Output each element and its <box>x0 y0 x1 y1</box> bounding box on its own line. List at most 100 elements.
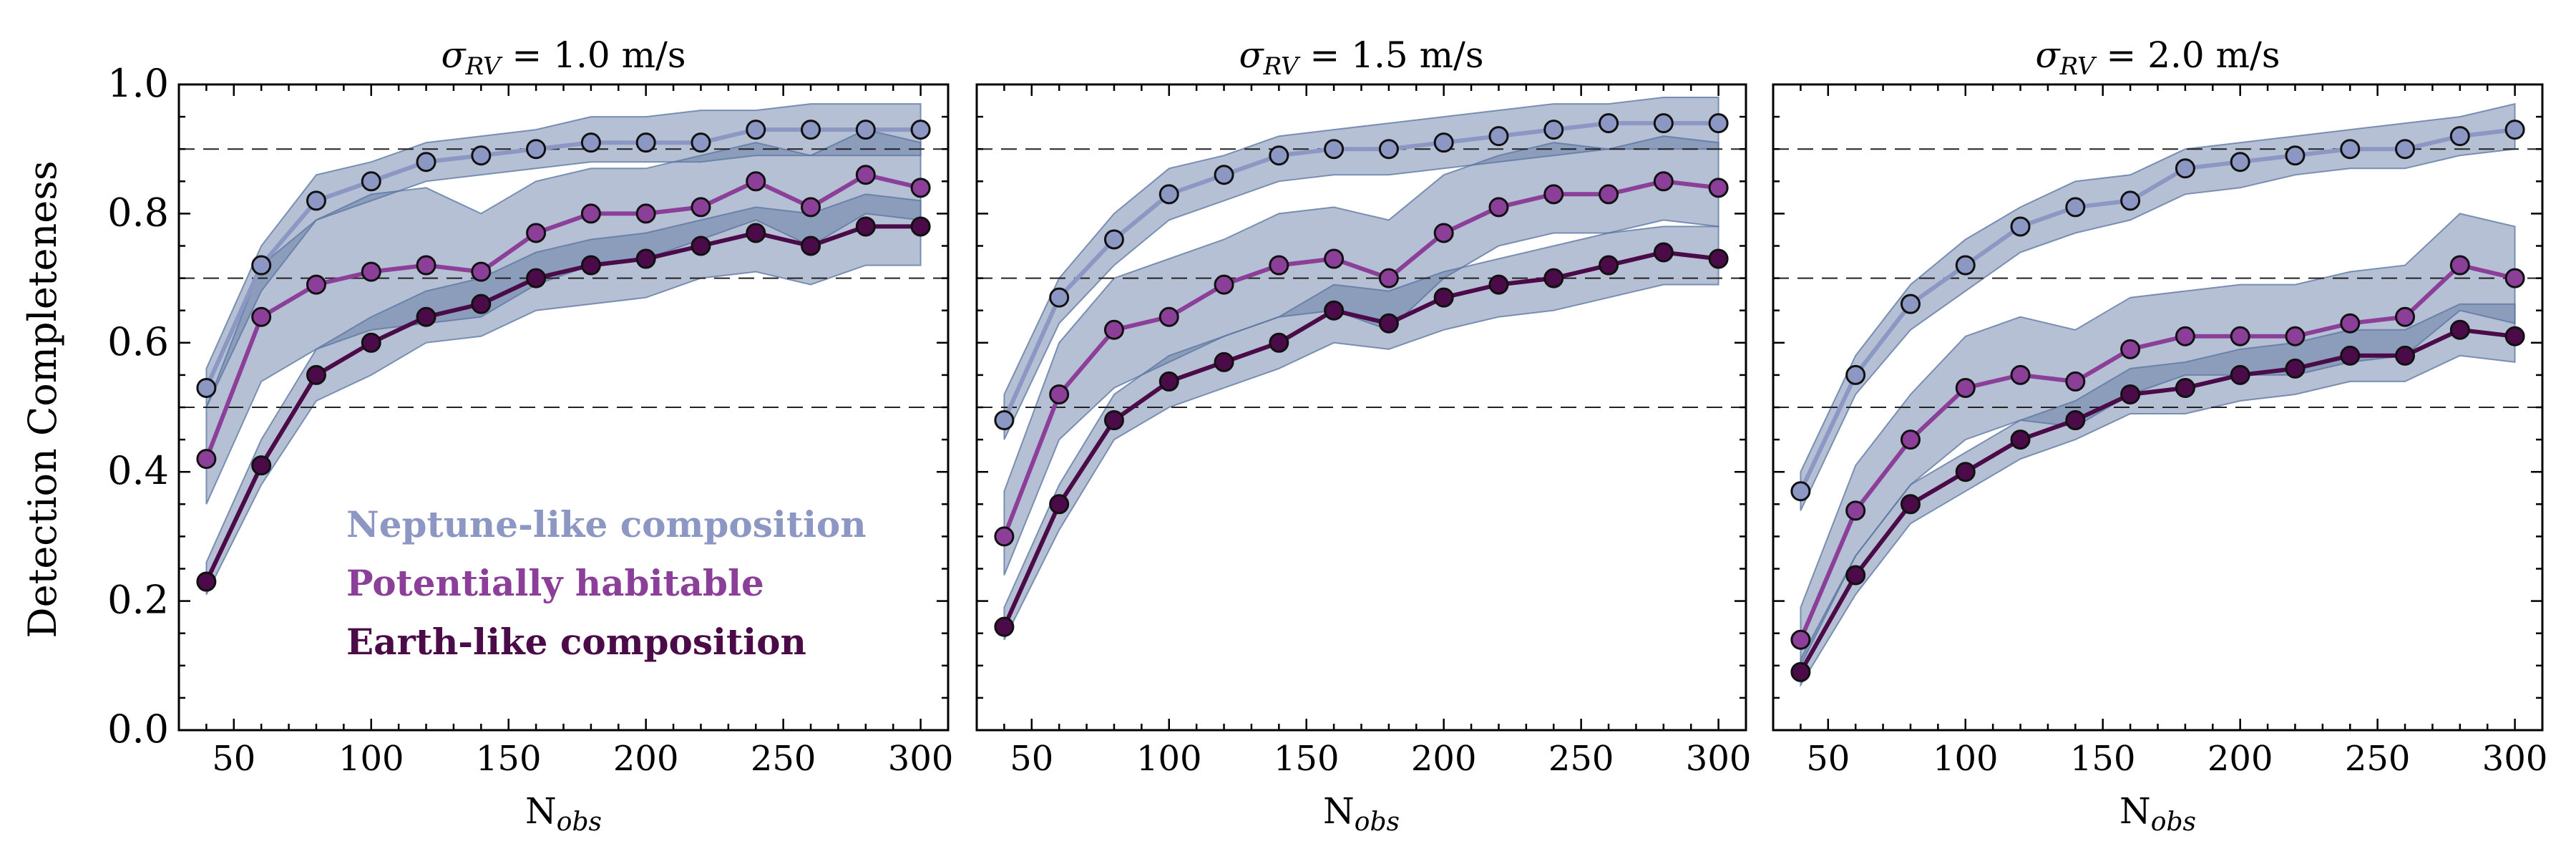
data-point-neptune-like-composition <box>635 132 656 153</box>
data-point-earth-like-composition <box>1599 255 1619 276</box>
legend: Neptune-like composition Potentially habi… <box>346 503 867 663</box>
x-tick-label: 300 <box>1686 739 1752 779</box>
data-point-earth-like-composition <box>994 616 1015 637</box>
data-point-earth-like-composition <box>1214 351 1234 372</box>
data-point-neptune-like-composition <box>2120 190 2141 211</box>
data-point-potentially-habitable <box>1488 197 1509 218</box>
data-point-neptune-like-composition <box>196 377 217 398</box>
data-point-neptune-like-composition <box>746 120 766 140</box>
data-point-neptune-like-composition <box>2065 197 2086 218</box>
title-value: = 1.5 m/s <box>1299 34 1484 76</box>
data-point-neptune-like-composition <box>1103 229 1124 250</box>
y-tick-label: 0.0 <box>107 707 169 752</box>
data-point-earth-like-composition <box>855 216 876 237</box>
x-tick-label: 50 <box>1806 739 1850 779</box>
data-point-potentially-habitable <box>1158 306 1179 327</box>
x-tick-label: 200 <box>1411 739 1477 779</box>
plot-area <box>179 103 948 596</box>
data-point-neptune-like-composition <box>1049 287 1070 308</box>
data-point-neptune-like-composition <box>2175 158 2195 179</box>
y-tick-label: 0.2 <box>107 578 169 623</box>
legend-entry-potentially-habitable: Potentially habitable <box>346 562 764 604</box>
x-tick-label: 250 <box>2345 739 2411 779</box>
data-point-earth-like-composition <box>580 255 601 276</box>
panel-1: 50 100 150 200 250 300 0.0 0.2 0.4 0.6 0.8 1.0 σRV =… <box>107 34 953 837</box>
y-tick-label: 1.0 <box>107 61 169 106</box>
confidence-band-earth-like-composition <box>1003 225 1719 641</box>
data-point-earth-like-composition <box>416 306 436 327</box>
title-subscript: RV <box>465 52 503 81</box>
x-tick-label: 300 <box>888 739 954 779</box>
data-point-potentially-habitable <box>1378 268 1399 288</box>
data-point-earth-like-composition <box>2285 358 2306 379</box>
data-point-earth-like-composition <box>1103 410 1124 431</box>
data-point-earth-like-composition <box>1845 565 1866 586</box>
data-point-potentially-habitable <box>251 306 272 327</box>
data-point-potentially-habitable <box>306 274 326 295</box>
data-point-neptune-like-composition <box>1599 113 1619 134</box>
x-tick-label: 300 <box>2482 739 2548 779</box>
data-point-neptune-like-composition <box>1269 145 1289 166</box>
confidence-band-earth-like-composition <box>1800 303 2516 688</box>
data-point-neptune-like-composition <box>1900 293 1921 314</box>
data-point-potentially-habitable <box>635 203 656 224</box>
data-point-potentially-habitable <box>2395 306 2416 327</box>
data-point-neptune-like-composition <box>251 255 272 276</box>
data-point-potentially-habitable <box>1900 430 1921 450</box>
panel-title: σRV = 2.0 m/s <box>2035 34 2280 81</box>
data-point-earth-like-composition <box>2395 345 2416 366</box>
data-point-earth-like-composition <box>1488 274 1509 295</box>
data-point-potentially-habitable <box>1324 248 1345 269</box>
data-point-neptune-like-composition <box>2285 145 2306 166</box>
data-point-potentially-habitable <box>2340 313 2361 334</box>
legend-entry-neptune-like-composition: Neptune-like composition <box>346 503 867 545</box>
data-point-neptune-like-composition <box>2504 120 2525 140</box>
data-point-potentially-habitable <box>2285 326 2306 346</box>
data-point-potentially-habitable <box>2065 371 2086 392</box>
data-point-neptune-like-composition <box>1955 255 1976 276</box>
xlabel-main: N <box>1323 790 1355 832</box>
xlabel-subscript: obs <box>2151 807 2196 837</box>
data-point-potentially-habitable <box>1049 384 1070 404</box>
data-point-potentially-habitable <box>910 178 931 198</box>
data-point-earth-like-composition <box>526 268 547 288</box>
data-point-neptune-like-composition <box>2340 139 2361 160</box>
data-point-potentially-habitable <box>1653 171 1674 192</box>
data-point-earth-like-composition <box>635 248 656 269</box>
x-axis-label: Nobs <box>525 790 602 837</box>
data-point-earth-like-composition <box>251 455 272 476</box>
data-point-potentially-habitable <box>994 526 1015 547</box>
data-point-earth-like-composition <box>306 364 326 385</box>
x-tick-label: 100 <box>1933 739 1999 779</box>
data-point-potentially-habitable <box>746 171 766 192</box>
y-axis-label: Detection Completeness <box>20 160 65 638</box>
data-point-neptune-like-composition <box>855 120 876 140</box>
x-tick-label: 250 <box>1548 739 1614 779</box>
data-point-neptune-like-composition <box>1653 113 1674 134</box>
data-point-potentially-habitable <box>2010 364 2031 385</box>
data-point-potentially-habitable <box>691 197 711 218</box>
data-point-potentially-habitable <box>2449 255 2470 276</box>
data-point-potentially-habitable <box>1599 184 1619 205</box>
data-point-neptune-like-composition <box>2010 216 2031 237</box>
data-point-earth-like-composition <box>2340 345 2361 366</box>
data-point-earth-like-composition <box>1955 462 1976 482</box>
data-point-neptune-like-composition <box>994 410 1015 431</box>
data-point-neptune-like-composition <box>1214 165 1234 185</box>
y-tick-label: 0.8 <box>107 190 169 235</box>
data-point-potentially-habitable <box>1214 274 1234 295</box>
plot-area <box>977 97 1746 641</box>
data-point-potentially-habitable <box>2504 268 2525 288</box>
data-point-neptune-like-composition <box>691 132 711 153</box>
data-point-neptune-like-composition <box>1158 184 1179 205</box>
title-symbol: σ <box>1239 34 1264 76</box>
x-tick-label: 100 <box>1136 739 1202 779</box>
legend-entry-earth-like-composition: Earth-like composition <box>346 621 806 663</box>
data-point-earth-like-composition <box>1433 287 1454 308</box>
data-point-earth-like-composition <box>1790 661 1811 682</box>
data-point-neptune-like-composition <box>1433 132 1454 153</box>
data-point-neptune-like-composition <box>2230 152 2250 173</box>
x-tick-label: 200 <box>2207 739 2273 779</box>
data-point-neptune-like-composition <box>526 139 547 160</box>
